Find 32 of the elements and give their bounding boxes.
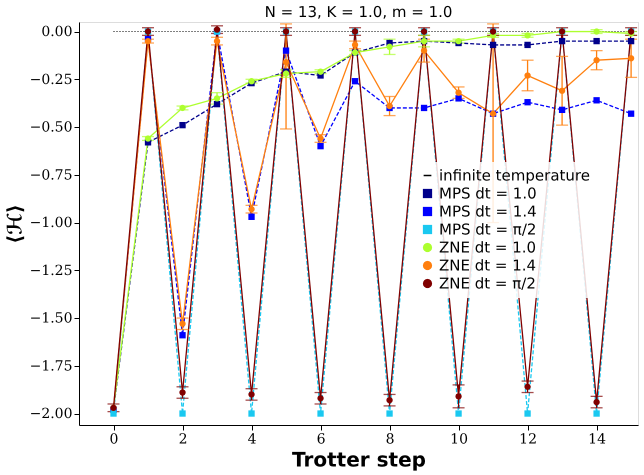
x-axis-title: Trotter step bbox=[292, 448, 426, 472]
legend-label: ZNE dt = 1.4 bbox=[439, 256, 536, 274]
legend-label: ZNE dt = 1.0 bbox=[439, 238, 536, 256]
y-tick-label: −0.50 bbox=[30, 120, 72, 136]
y-tick-label: −1.25 bbox=[30, 262, 72, 279]
point bbox=[144, 135, 152, 142]
y-tick-label: −2.00 bbox=[30, 406, 72, 422]
y-tick-label: 0.00 bbox=[41, 24, 72, 40]
y-tick-label: −0.25 bbox=[30, 72, 72, 88]
legend-label: ZNE dt = π/2 bbox=[439, 274, 536, 292]
legend-label: MPS dt = 1.4 bbox=[439, 202, 537, 220]
x-tick-label: 2 bbox=[178, 432, 188, 448]
x-tick-label: 6 bbox=[316, 432, 326, 448]
y-tick-label: −1.00 bbox=[30, 215, 72, 232]
point bbox=[593, 28, 600, 35]
x-tick-label: 0 bbox=[110, 432, 118, 448]
point bbox=[179, 104, 186, 112]
legend-label: MPS dt = π/2 bbox=[439, 220, 536, 238]
x-tick-label: 8 bbox=[386, 432, 395, 448]
legend-label: infinite temperature bbox=[439, 166, 590, 184]
point bbox=[524, 32, 531, 39]
x-tick-label: 10 bbox=[450, 432, 468, 448]
x-tick-label: 12 bbox=[519, 432, 537, 448]
y-axis-title: ⟨ℋ⟩ bbox=[2, 204, 27, 244]
x-tick-label: 14 bbox=[588, 432, 606, 448]
legend-label: MPS dt = 1.0 bbox=[439, 184, 537, 202]
chart-title: N = 13, K = 1.0, m = 1.0 bbox=[264, 3, 452, 21]
point bbox=[317, 68, 324, 75]
x-tick-label: 4 bbox=[248, 432, 257, 448]
y-tick-label: −0.75 bbox=[30, 167, 72, 184]
y-tick-label: −1.50 bbox=[30, 310, 72, 327]
y-tick-label: −1.75 bbox=[30, 358, 72, 374]
